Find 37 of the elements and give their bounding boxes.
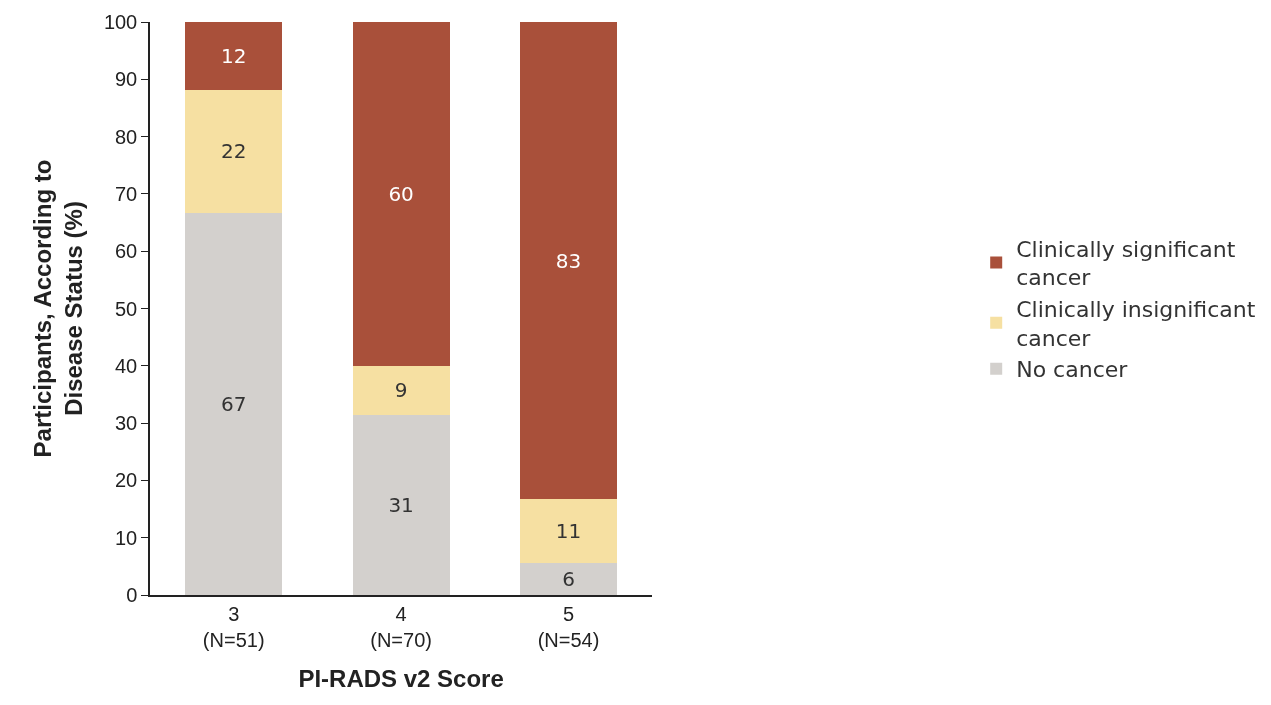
y-tick-label: 60 xyxy=(115,240,138,263)
y-tick-label: 10 xyxy=(115,526,138,549)
bar xyxy=(352,415,450,595)
x-axis-title: PI-RADS v2 Score xyxy=(298,664,504,692)
bar xyxy=(185,212,283,595)
bar xyxy=(352,22,450,366)
data-label: 12 xyxy=(220,43,247,68)
y-tick-label: 90 xyxy=(115,68,138,91)
y-tick-label: 20 xyxy=(115,469,138,492)
data-label: 60 xyxy=(388,181,414,206)
y-tick-label: 70 xyxy=(115,182,138,205)
x-tick-label: 3 (N=51) xyxy=(202,602,265,651)
bar xyxy=(519,22,618,500)
bar xyxy=(185,89,283,213)
data-label: 83 xyxy=(555,248,582,273)
x-tick-label: 4 (N=70) xyxy=(370,602,432,651)
bar xyxy=(519,562,618,595)
y-tick-label: 30 xyxy=(115,412,138,435)
data-label: 22 xyxy=(220,139,247,164)
x-tick-label: 5 (N=54) xyxy=(537,602,600,651)
y-tick-label: 0 xyxy=(126,584,138,606)
legend-label: Clinically insignificant cancer xyxy=(1016,297,1256,351)
bar xyxy=(185,22,283,90)
bar xyxy=(352,365,450,416)
bar xyxy=(519,499,618,563)
y-tick-label: 80 xyxy=(115,125,138,148)
legend-label: No cancer xyxy=(1016,357,1129,383)
legend-label: Clinically significant cancer xyxy=(1016,236,1236,291)
data-label: 67 xyxy=(220,391,247,416)
y-tick-label: 40 xyxy=(115,354,138,377)
data-label: 6 xyxy=(562,566,575,591)
data-label: 31 xyxy=(388,493,414,518)
y-axis-title: Participants, According to Disease Status (%) xyxy=(29,159,88,458)
y-tick-label: 100 xyxy=(103,11,138,33)
data-label: 11 xyxy=(555,519,582,544)
y-tick-label: 50 xyxy=(115,297,138,320)
data-label: 9 xyxy=(394,378,408,403)
